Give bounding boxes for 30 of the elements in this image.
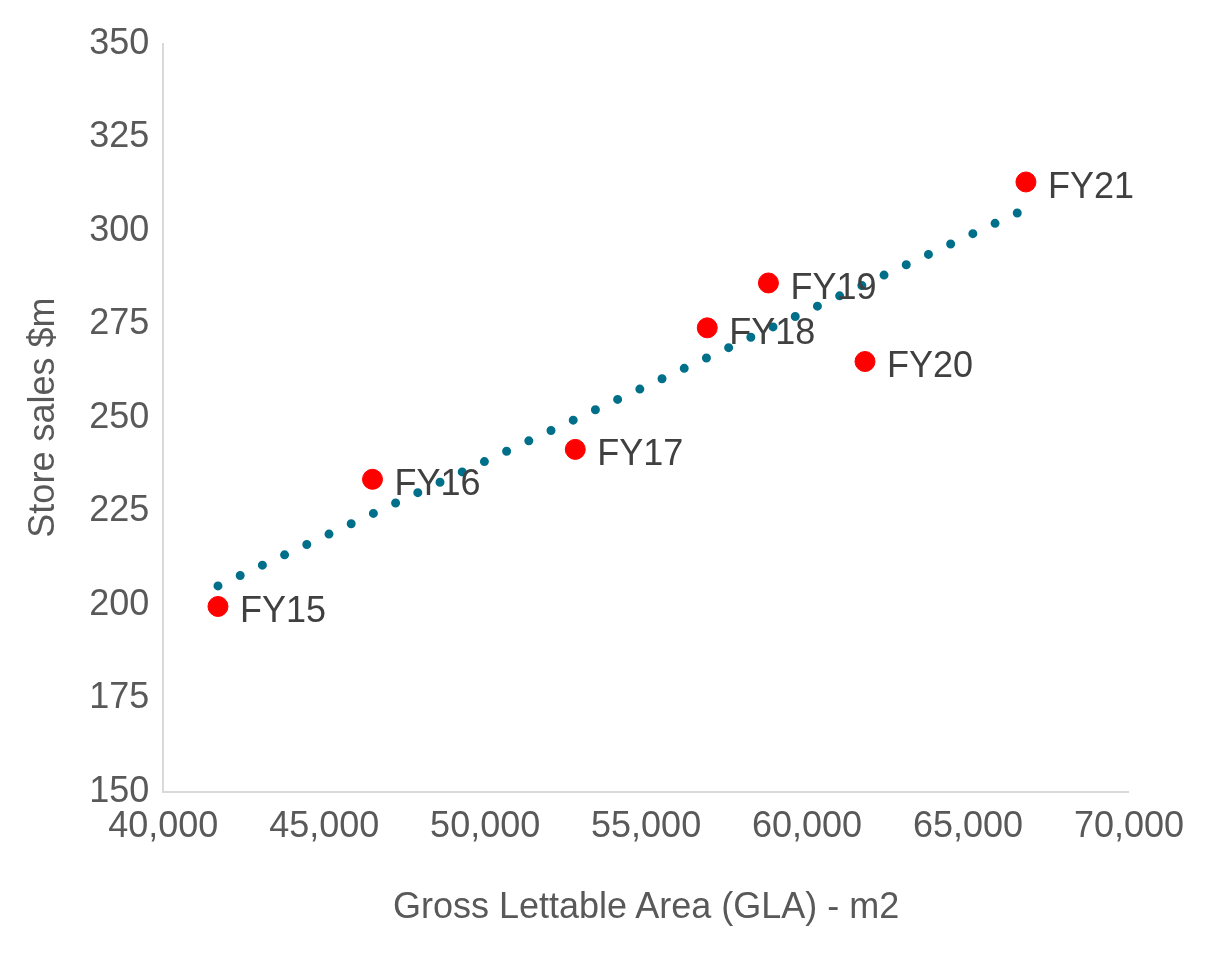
y-tick-label: 225: [89, 488, 150, 530]
y-tick-label: 300: [89, 207, 150, 249]
data-label: FY17: [597, 432, 684, 474]
x-tick-label: 60,000: [752, 804, 863, 846]
data-label: FY19: [790, 265, 877, 307]
point: [854, 351, 876, 372]
y-tick-label: 175: [89, 675, 150, 717]
x-tick-label: 50,000: [430, 804, 541, 846]
x-axis-title: Gross Lettable Area (GLA) - m2: [393, 885, 900, 927]
point: [1015, 171, 1037, 193]
y-tick-label: 325: [89, 114, 150, 156]
y-axis-title: Store sales $m: [20, 297, 62, 538]
data-label: FY21: [1047, 164, 1134, 206]
point: [207, 595, 229, 617]
point: [696, 317, 718, 339]
x-tick-label: 65,000: [912, 804, 1024, 846]
data-label: FY20: [886, 344, 974, 386]
y-tick-label: 200: [89, 581, 150, 623]
point: [757, 272, 779, 294]
y-tick-label: 350: [89, 20, 150, 62]
x-tick-label: 55,000: [591, 804, 702, 846]
x-tick-label: 45,000: [269, 804, 380, 846]
point: [362, 468, 383, 490]
y-tick-label: 250: [89, 394, 150, 436]
data-label: FY18: [729, 310, 816, 352]
point: [564, 438, 586, 460]
y-tick-label: 275: [89, 301, 150, 343]
data-label: FY15: [239, 589, 327, 631]
data-label: FY16: [394, 462, 481, 504]
x-tick-label: 70,000: [1073, 804, 1184, 846]
